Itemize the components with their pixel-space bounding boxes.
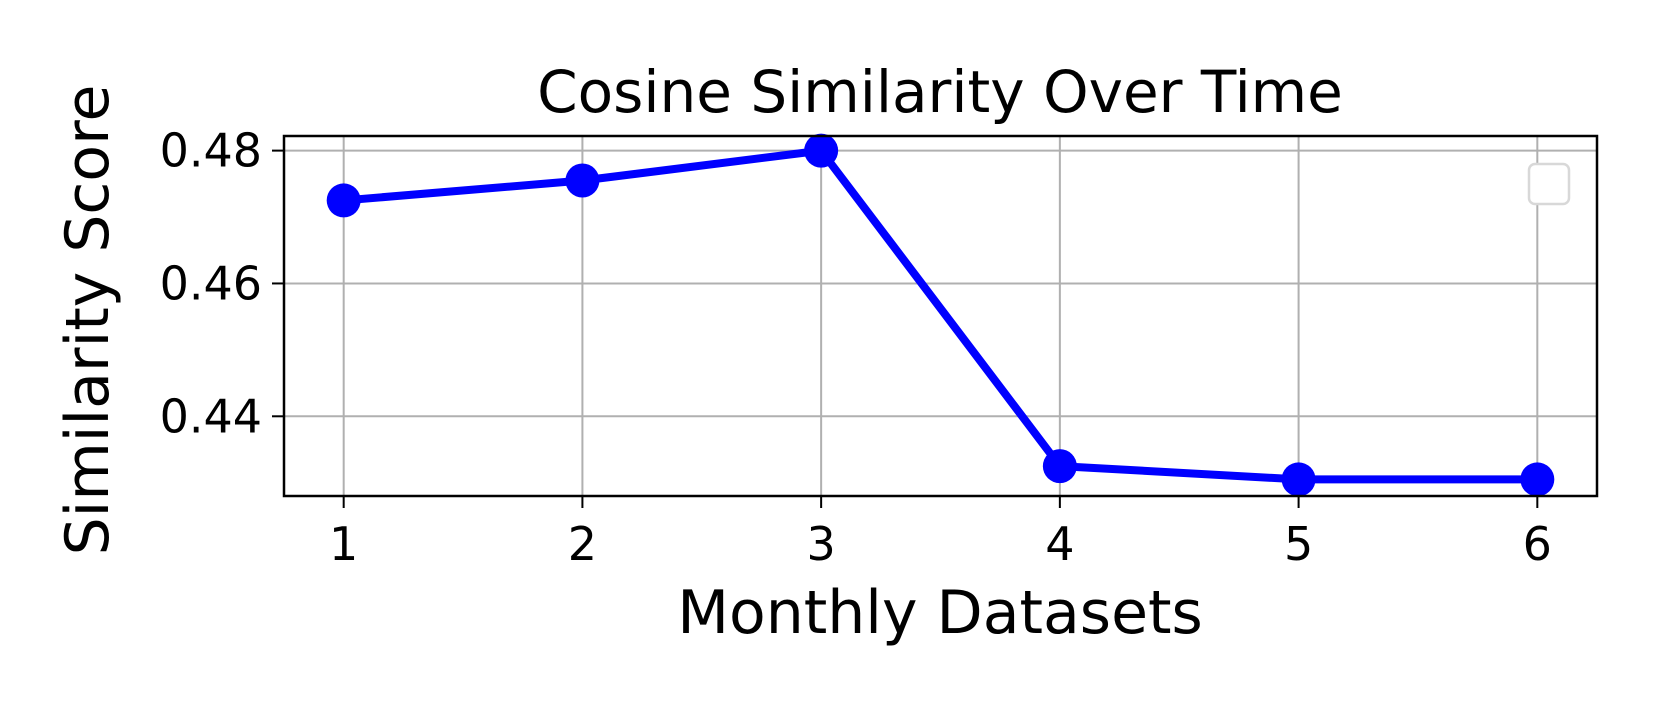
y-tick-label: 0.46 [160,256,262,310]
series-line [343,146,1538,484]
data-point [565,163,600,198]
data-point [804,133,839,168]
x-tick-label: 1 [329,517,358,571]
y-tick-label: 0.44 [160,389,262,443]
x-tick-label: 3 [806,517,835,571]
plot-area: 1 2 3 4 5 6 0.44 0.46 0.48 [160,124,1599,571]
chart-title: Cosine Similarity Over Time [537,58,1343,126]
data-point [1520,462,1555,497]
axes-frame [282,134,1599,498]
x-tick-label: 2 [568,517,597,571]
y-tick-label: 0.48 [160,124,262,178]
x-axis-label: Monthly Datasets [677,578,1203,648]
data-point [1042,449,1077,484]
x-tick-label: 4 [1045,517,1074,571]
x-tick-label: 6 [1523,517,1552,571]
data-point [1281,462,1316,497]
x-tick-label: 5 [1284,517,1313,571]
y-axis-label: Similarity Score [53,85,123,556]
legend-box [1527,162,1571,206]
data-point [326,183,361,218]
